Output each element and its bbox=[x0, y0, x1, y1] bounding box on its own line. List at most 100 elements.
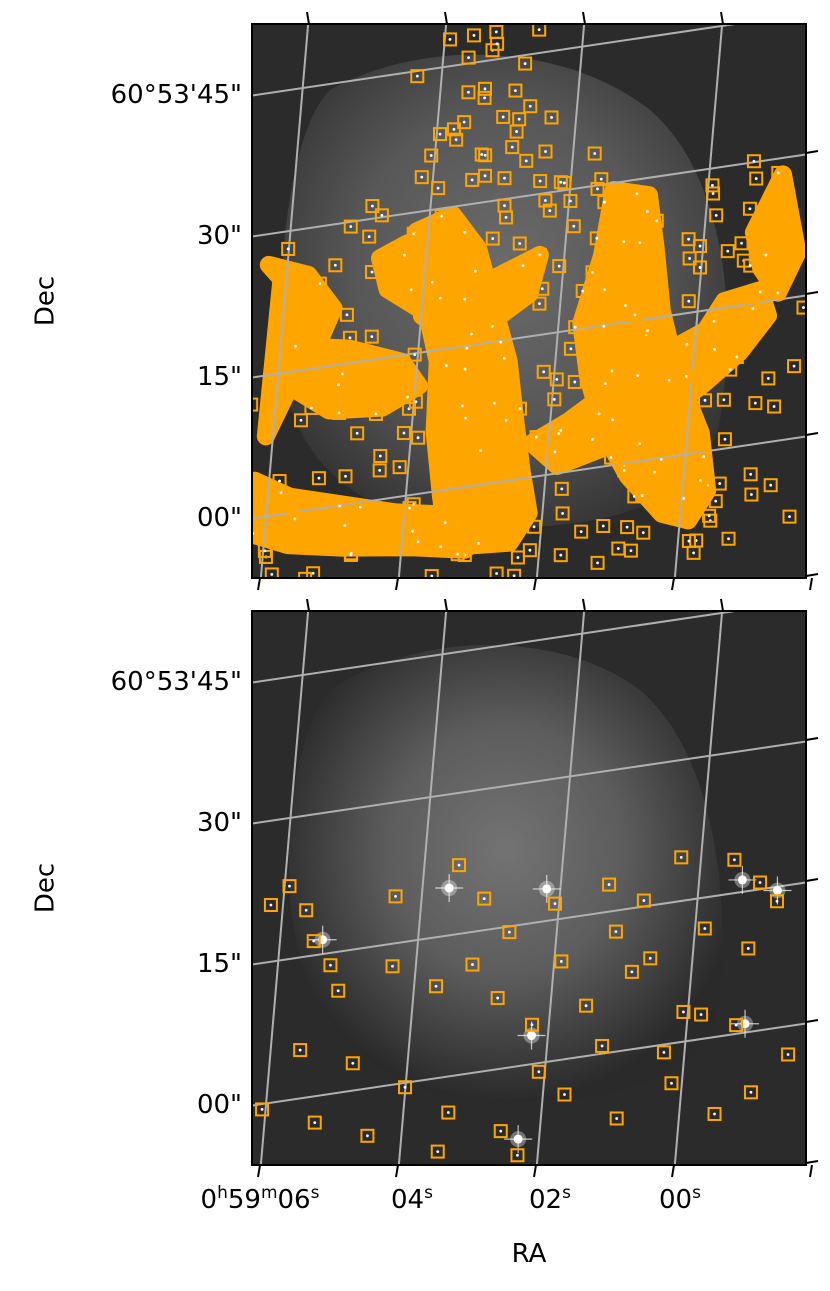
source-dot bbox=[535, 435, 538, 439]
source-dot bbox=[348, 336, 352, 340]
source-dot bbox=[792, 364, 796, 368]
source-marker bbox=[553, 423, 568, 438]
source-marker bbox=[717, 432, 732, 447]
source-marker bbox=[567, 374, 582, 389]
source-marker bbox=[554, 481, 569, 496]
source-marker bbox=[616, 234, 631, 249]
source-dot bbox=[687, 237, 691, 241]
source-dot bbox=[416, 540, 420, 544]
top-edge-ticks bbox=[257, 11, 819, 591]
source-dot bbox=[310, 406, 313, 410]
source-dot bbox=[443, 521, 447, 525]
source-dot bbox=[528, 104, 532, 108]
source-marker bbox=[623, 543, 638, 558]
source-marker bbox=[365, 199, 380, 214]
source-marker bbox=[529, 430, 544, 445]
source-dot bbox=[483, 153, 487, 157]
source-marker bbox=[538, 144, 553, 159]
source-marker bbox=[592, 406, 607, 421]
source-dot bbox=[286, 247, 290, 251]
source-dot bbox=[528, 548, 532, 552]
source-marker bbox=[328, 258, 343, 273]
source-marker bbox=[496, 109, 511, 124]
source-dot bbox=[638, 442, 641, 446]
source-marker bbox=[697, 921, 712, 936]
edge-tick bbox=[805, 1019, 819, 1023]
source-marker bbox=[452, 858, 467, 873]
source-dot bbox=[711, 183, 714, 187]
source-dot bbox=[603, 382, 607, 386]
edge-tick bbox=[306, 11, 310, 25]
source-dot bbox=[688, 257, 692, 260]
top-frame bbox=[251, 23, 807, 579]
source-dot bbox=[540, 287, 544, 291]
source-marker bbox=[568, 320, 583, 335]
source-marker bbox=[729, 1018, 744, 1033]
source-marker bbox=[414, 170, 429, 185]
source-dot bbox=[460, 404, 464, 408]
source-dot bbox=[698, 266, 702, 269]
source-marker bbox=[518, 56, 533, 71]
source-dot bbox=[483, 96, 486, 100]
source-marker bbox=[682, 251, 697, 266]
source-dot bbox=[278, 479, 281, 483]
edge-tick bbox=[805, 573, 819, 577]
source-dot bbox=[370, 204, 374, 208]
source-dot bbox=[470, 178, 474, 182]
source-marker bbox=[343, 219, 358, 234]
source-dot bbox=[507, 930, 511, 934]
source-marker bbox=[698, 393, 713, 408]
source-marker bbox=[459, 341, 474, 356]
source-dot bbox=[707, 514, 711, 518]
source-dot bbox=[610, 369, 614, 373]
source-dot bbox=[298, 1048, 302, 1052]
source-dot bbox=[412, 502, 416, 506]
source-marker bbox=[400, 390, 415, 405]
source-marker bbox=[753, 875, 768, 890]
source-marker bbox=[280, 582, 292, 594]
source-marker bbox=[602, 877, 617, 892]
source-dot bbox=[463, 230, 467, 234]
edge-tick bbox=[444, 598, 448, 612]
source-marker bbox=[345, 1056, 360, 1071]
source-dot bbox=[682, 1010, 685, 1014]
source-marker bbox=[624, 964, 639, 979]
source-dot bbox=[439, 296, 442, 300]
source-dot bbox=[516, 556, 520, 559]
source-marker bbox=[429, 979, 444, 994]
source-dot bbox=[367, 235, 371, 239]
source-dot bbox=[516, 1153, 519, 1157]
source-dot bbox=[572, 224, 576, 228]
source-dot bbox=[408, 506, 411, 510]
source-marker bbox=[693, 260, 708, 275]
source-dot bbox=[504, 419, 508, 422]
source-dot bbox=[479, 449, 483, 453]
source-dot bbox=[703, 398, 707, 402]
source-dot bbox=[456, 552, 460, 556]
source-marker bbox=[656, 1045, 671, 1060]
source-marker bbox=[510, 1148, 525, 1163]
source-dot bbox=[409, 288, 413, 292]
source-dot bbox=[591, 437, 594, 441]
source-marker bbox=[554, 954, 569, 969]
source-marker bbox=[636, 893, 651, 908]
source-marker bbox=[411, 430, 426, 445]
source-marker bbox=[490, 991, 505, 1006]
grid-ra-line bbox=[535, 611, 586, 1165]
source-marker bbox=[350, 426, 365, 441]
source-dot bbox=[502, 356, 506, 360]
source-dot bbox=[530, 1023, 534, 1027]
source-marker bbox=[712, 476, 727, 491]
source-dot bbox=[499, 340, 503, 344]
source-marker bbox=[473, 443, 488, 458]
source-marker bbox=[497, 198, 512, 213]
source-dot bbox=[398, 465, 402, 469]
source-dot bbox=[491, 324, 494, 328]
source-marker bbox=[360, 1128, 375, 1143]
grid-ra-line bbox=[397, 611, 448, 1165]
source-dot bbox=[561, 512, 564, 515]
source-marker bbox=[649, 213, 664, 228]
source-dot bbox=[622, 240, 626, 244]
source-dot bbox=[524, 159, 528, 163]
source-marker bbox=[590, 181, 605, 196]
